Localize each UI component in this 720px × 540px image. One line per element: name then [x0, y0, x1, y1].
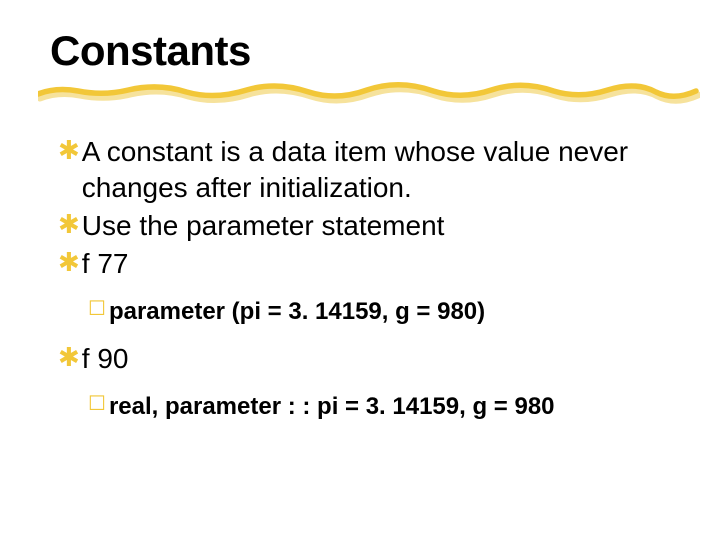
list-item-text: Use the parameter statement [82, 208, 445, 244]
list-item-text: f 77 [82, 246, 129, 282]
list-item: ✱ Use the parameter statement [58, 208, 650, 244]
bullet-icon: ✱ [58, 246, 80, 280]
bullet-icon: ☐ [88, 296, 106, 323]
list-item: ✱ f 90 [58, 341, 650, 377]
slide: Constants ✱ A constant is a data item wh… [0, 0, 720, 540]
slide-title: Constants [50, 28, 670, 74]
brush-underline-icon [38, 80, 700, 110]
title-underline [38, 80, 700, 110]
bullet-icon: ✱ [58, 208, 80, 242]
bullet-icon: ☐ [88, 391, 106, 418]
list-item-text: real, parameter : : pi = 3. 14159, g = 9… [109, 391, 555, 422]
list-item-text: f 90 [82, 341, 129, 377]
bullet-icon: ✱ [58, 341, 80, 375]
list-item-text: A constant is a data item whose value ne… [82, 134, 650, 206]
list-item: ✱ f 77 [58, 246, 650, 282]
list-item: ☐ real, parameter : : pi = 3. 14159, g =… [88, 391, 650, 422]
list-item-text: parameter (pi = 3. 14159, g = 980) [109, 296, 485, 327]
list-item: ☐ parameter (pi = 3. 14159, g = 980) [88, 296, 650, 327]
slide-content: ✱ A constant is a data item whose value … [50, 134, 670, 422]
list-item: ✱ A constant is a data item whose value … [58, 134, 650, 206]
bullet-icon: ✱ [58, 134, 80, 168]
